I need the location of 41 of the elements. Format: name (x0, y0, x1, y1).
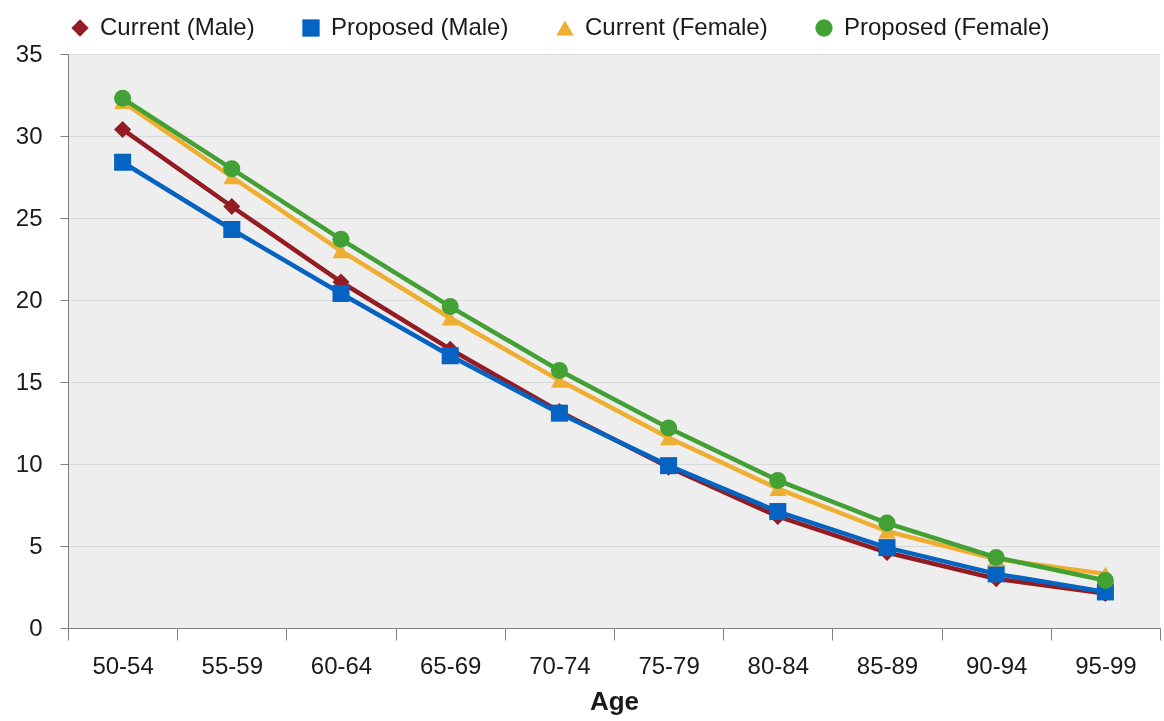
legend-label: Proposed (Female) (844, 13, 1050, 40)
point (987, 565, 1005, 583)
x-tick-label: 90-94 (966, 651, 1028, 679)
x-tick-label: 60-64 (310, 651, 373, 679)
y-tick-label: 25 (15, 203, 43, 231)
y-tick-label: 0 (29, 613, 43, 641)
x-tick-label: 65-69 (420, 651, 482, 679)
x-tick-label: 70-74 (529, 651, 591, 679)
point (660, 419, 678, 437)
legend-label: Proposed (Male) (331, 13, 509, 40)
y-tick-label: 35 (15, 39, 43, 67)
x-tick-label: 95-99 (1075, 651, 1137, 679)
x-tick-label: 85-89 (856, 651, 919, 679)
point (332, 230, 350, 248)
x-tick-label: 50-54 (92, 651, 154, 679)
point (441, 347, 459, 365)
x-tick-label: 75-79 (638, 651, 700, 679)
y-tick-label: 5 (29, 531, 43, 559)
y-tick-label: 15 (15, 367, 43, 395)
point (332, 284, 350, 302)
point (223, 198, 241, 216)
y-tick-label: 10 (15, 449, 43, 477)
x-axis-title: Age (589, 685, 640, 716)
y-tick-label: 20 (15, 285, 43, 313)
point (769, 503, 787, 521)
point (223, 160, 241, 178)
point (769, 471, 787, 489)
point (114, 120, 132, 138)
x-tick-label: 55-59 (201, 651, 263, 679)
legend-label: Current (Female) (585, 13, 768, 40)
point (114, 89, 132, 107)
legend-label: Current (Male) (100, 13, 255, 40)
y-tick-label: 30 (15, 121, 43, 149)
point (441, 298, 459, 316)
point (550, 362, 568, 380)
point (878, 539, 896, 557)
point (223, 220, 241, 238)
point (1096, 571, 1114, 589)
point (878, 514, 896, 532)
x-tick-label: 80-84 (747, 651, 809, 679)
point (114, 153, 132, 171)
